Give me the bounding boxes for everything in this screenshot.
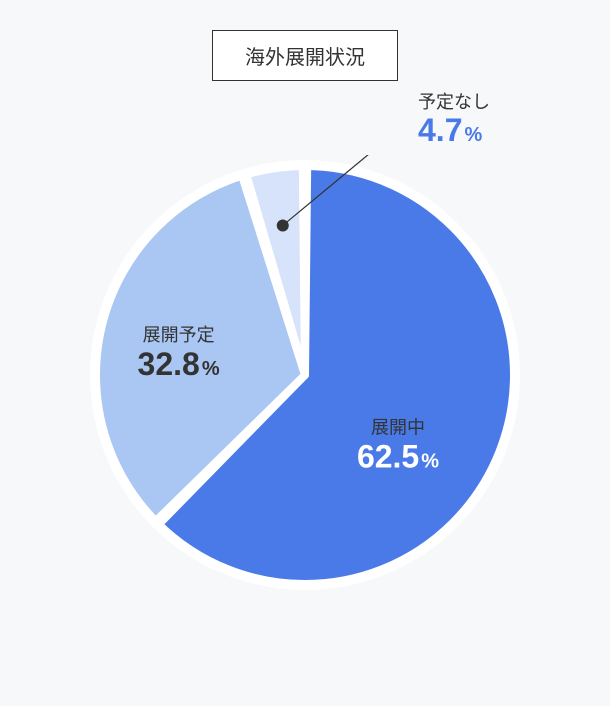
callout-value-no-plan: 4.7% [418,112,482,149]
callout-label-no-plan: 予定なし [418,88,490,114]
pct-sign: % [464,124,482,146]
slice-label: 展開中 [371,418,425,438]
slice-label: 展開予定 [143,325,215,345]
callout-number: 4.7 [418,112,462,148]
chart-title: 海外展開状況 [212,30,398,81]
pie-chart: 展開中62.5%展開予定32.8% [85,155,525,595]
callout-dot [277,219,289,231]
pie-svg: 展開中62.5%展開予定32.8% [85,155,525,595]
